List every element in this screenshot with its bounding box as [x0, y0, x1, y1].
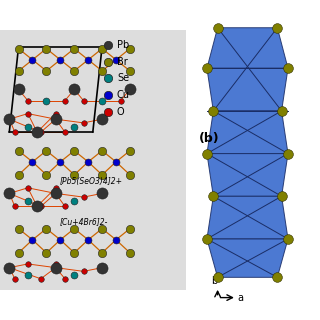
Polygon shape [207, 239, 288, 277]
Polygon shape [207, 111, 288, 154]
Text: a: a [238, 292, 244, 303]
Text: b: b [211, 276, 218, 286]
Text: [Cu+4Br6]2-: [Cu+4Br6]2- [60, 217, 108, 226]
Polygon shape [207, 68, 288, 111]
Text: Cu: Cu [117, 90, 130, 100]
Polygon shape [207, 154, 288, 196]
Text: Se: Se [117, 73, 129, 83]
Text: [Pb5(SeO3)4]2+: [Pb5(SeO3)4]2+ [60, 177, 122, 186]
Polygon shape [207, 196, 288, 239]
Text: (b): (b) [198, 132, 219, 145]
Text: O: O [117, 107, 124, 117]
Text: Br: Br [117, 57, 128, 67]
Text: Pb: Pb [117, 40, 129, 50]
Polygon shape [207, 28, 288, 68]
